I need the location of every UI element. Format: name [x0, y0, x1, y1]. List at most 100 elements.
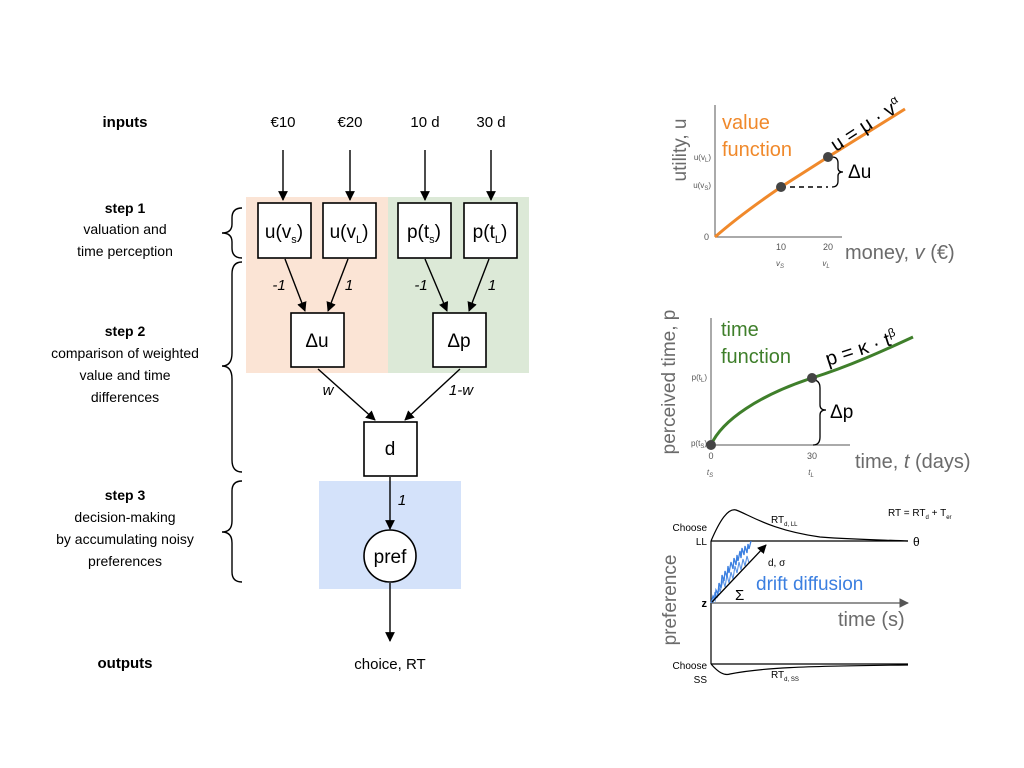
ddm-choose-ss-1: Choose — [673, 661, 708, 672]
arrow-dp-d — [404, 368, 461, 421]
inputs-label: inputs — [103, 114, 148, 131]
ddm-rt-ll: RTd, LL — [771, 515, 798, 528]
time-xtick-ts: tS — [707, 468, 713, 479]
value-curve-label-2: function — [722, 139, 792, 161]
step3-line2: by accumulating noisy — [56, 531, 194, 547]
value-x-label: money, v (€) — [845, 242, 955, 264]
value-ytick-top: u(vL) — [694, 153, 711, 164]
value-xtick-vs: vS — [776, 259, 784, 270]
outputs-label: outputs — [98, 655, 153, 672]
value-delta-brace — [831, 156, 844, 188]
step1-title: step 1 — [105, 200, 146, 216]
ddm-noisy-trace-2 — [712, 555, 750, 604]
svg-text:u(vL): u(vL) — [330, 222, 369, 246]
ddm-drift-label: drift diffusion — [756, 574, 863, 595]
time-delta-label: Δp — [830, 402, 853, 423]
ddm-choose-ss-2: SS — [694, 675, 708, 686]
ddm-rt-formula: RT = RTd + Ter — [888, 508, 952, 521]
value-point-vl — [823, 152, 833, 162]
step1-line1: valuation and — [83, 221, 166, 237]
svg-text:Δp: Δp — [447, 331, 470, 352]
svg-text:p(tL): p(tL) — [473, 222, 508, 246]
time-xtick-0: 0 — [708, 451, 713, 461]
node-p-tl: p(tL) — [463, 202, 518, 259]
time-delta-brace — [812, 379, 827, 446]
node-delta-u: Δu — [290, 312, 345, 368]
value-origin: 0 — [704, 232, 709, 242]
weight-w: w — [323, 382, 335, 399]
node-delta-p: Δp — [432, 312, 487, 368]
svg-text:Δu: Δu — [305, 331, 328, 352]
time-xtick-30: 30 — [807, 451, 817, 461]
arrow-uvs-du — [284, 258, 307, 312]
time-xtick-tl: tL — [808, 468, 814, 479]
arrow-ptl-dp — [467, 258, 490, 312]
node-p-ts: p(ts) — [397, 202, 452, 259]
svg-text:u(vs): u(vs) — [265, 222, 303, 246]
time-curve-label-1: time — [721, 319, 759, 341]
ddm-y-label: preference — [660, 555, 681, 646]
time-y-label: perceived time, p — [659, 310, 680, 455]
ddm-choose-ll-2: LL — [696, 537, 708, 548]
ddm-rt-ss-density — [710, 663, 909, 676]
time-function-panel: perceived time, p p(tL) p(tS) 0 tS 30 tL… — [659, 310, 971, 479]
step2-line2: value and time — [79, 367, 170, 383]
ddm-rt-ll-density — [710, 509, 909, 542]
node-pref: pref — [363, 529, 417, 583]
value-curve-label-1: value — [722, 112, 770, 134]
time-x-label: time, t (days) — [855, 451, 971, 473]
step2-title: step 2 — [105, 323, 146, 339]
step3-line1: decision-making — [74, 509, 175, 525]
time-ytick-top: p(tL) — [692, 373, 708, 384]
input-30d: 30 d — [476, 114, 505, 131]
input-euro10: €10 — [270, 114, 295, 131]
value-delta-label: Δu — [848, 162, 871, 183]
weight-one-minus-w: 1-w — [449, 382, 474, 399]
weight-u-right: 1 — [345, 277, 353, 294]
brace-step2 — [221, 261, 243, 473]
weight-pref: 1 — [398, 492, 406, 509]
arrow-uvl-du — [326, 258, 349, 312]
ddm-theta: θ — [913, 535, 920, 549]
value-point-vs — [776, 182, 786, 192]
time-point-ts — [706, 440, 716, 450]
value-function-panel: utility, u 0 u(vL) u(vS) 10 vS 20 vL mon… — [670, 92, 955, 270]
time-point-tl — [807, 373, 817, 383]
value-formula: u = μ · vα — [826, 92, 906, 156]
value-y-label: utility, u — [670, 118, 691, 181]
ddm-choose-ll-1: Choose — [673, 523, 708, 534]
value-xtick-vl: vL — [822, 259, 829, 270]
time-formula: p = κ · tβ — [822, 325, 900, 371]
node-u-vs: u(vs) — [257, 202, 312, 259]
ddm-sigma-sum: Σ — [735, 587, 744, 604]
time-ytick-bottom: p(tS) — [691, 439, 707, 450]
arrow-pts-dp — [424, 258, 449, 312]
weight-u-left: -1 — [272, 277, 285, 294]
step2-line1: comparison of weighted — [51, 345, 199, 361]
input-euro20: €20 — [337, 114, 362, 131]
ddm-z: z — [702, 598, 708, 610]
brace-step1 — [221, 207, 243, 259]
step1-line2: time perception — [77, 243, 173, 259]
value-xtick-10: 10 — [776, 242, 786, 252]
ddm-drift-params: d, σ — [768, 558, 786, 569]
weight-p-right: 1 — [488, 277, 496, 294]
ddm-drift-arrow — [711, 544, 767, 603]
step3-line3: preferences — [88, 553, 162, 569]
drift-diffusion-panel: preference Choose LL Choose SS θ time (s… — [660, 508, 952, 686]
step2-line3: differences — [91, 389, 159, 405]
weight-p-left: -1 — [414, 277, 427, 294]
ddm-rt-ss: RTd, SS — [771, 670, 799, 683]
time-curve-label-2: function — [721, 346, 791, 368]
node-u-vl: u(vL) — [322, 202, 377, 259]
output-text: choice, RT — [354, 656, 425, 673]
flow-diagram: inputs step 1 valuation and time percept… — [51, 114, 529, 673]
brace-step3 — [221, 480, 243, 583]
value-xtick-20: 20 — [823, 242, 833, 252]
node-d: d — [363, 421, 418, 477]
ddm-x-label: time (s) — [838, 609, 905, 631]
step3-title: step 3 — [105, 487, 146, 503]
svg-text:p(ts): p(ts) — [407, 222, 441, 246]
value-ytick-bottom: u(vS) — [693, 181, 711, 192]
